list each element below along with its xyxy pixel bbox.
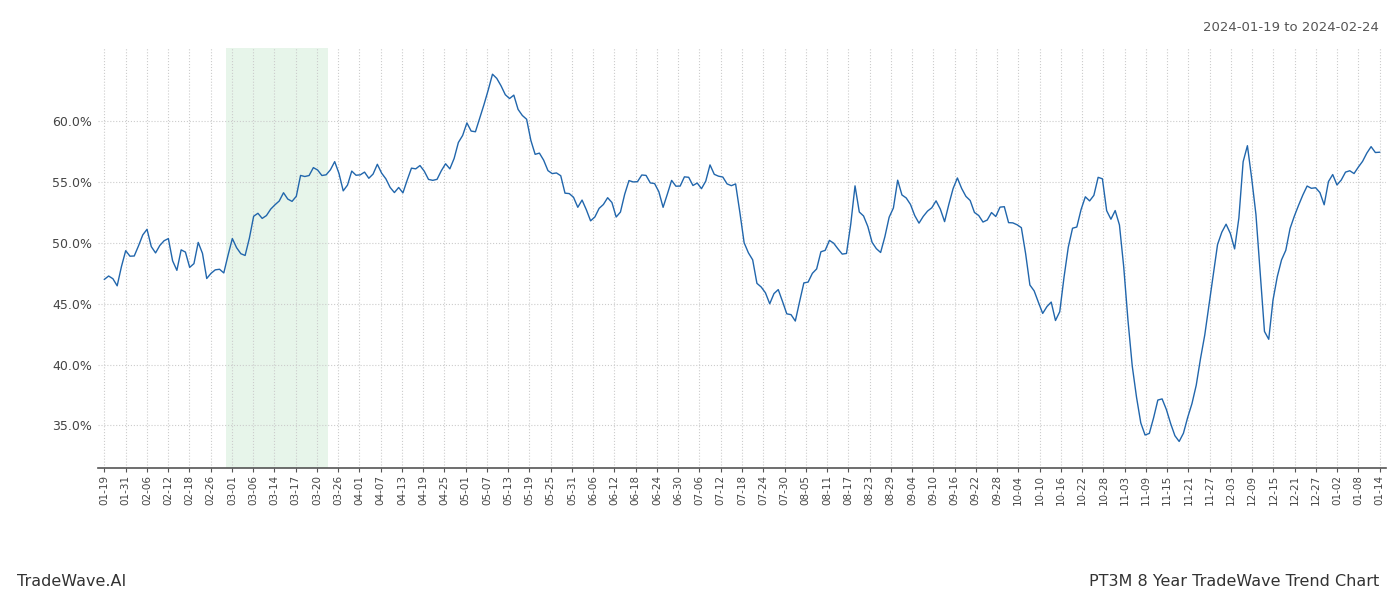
Text: 2024-01-19 to 2024-02-24: 2024-01-19 to 2024-02-24 [1203, 21, 1379, 34]
Bar [225, 48, 328, 468]
Text: PT3M 8 Year TradeWave Trend Chart: PT3M 8 Year TradeWave Trend Chart [1089, 574, 1379, 589]
Text: TradeWave.AI: TradeWave.AI [17, 574, 126, 589]
